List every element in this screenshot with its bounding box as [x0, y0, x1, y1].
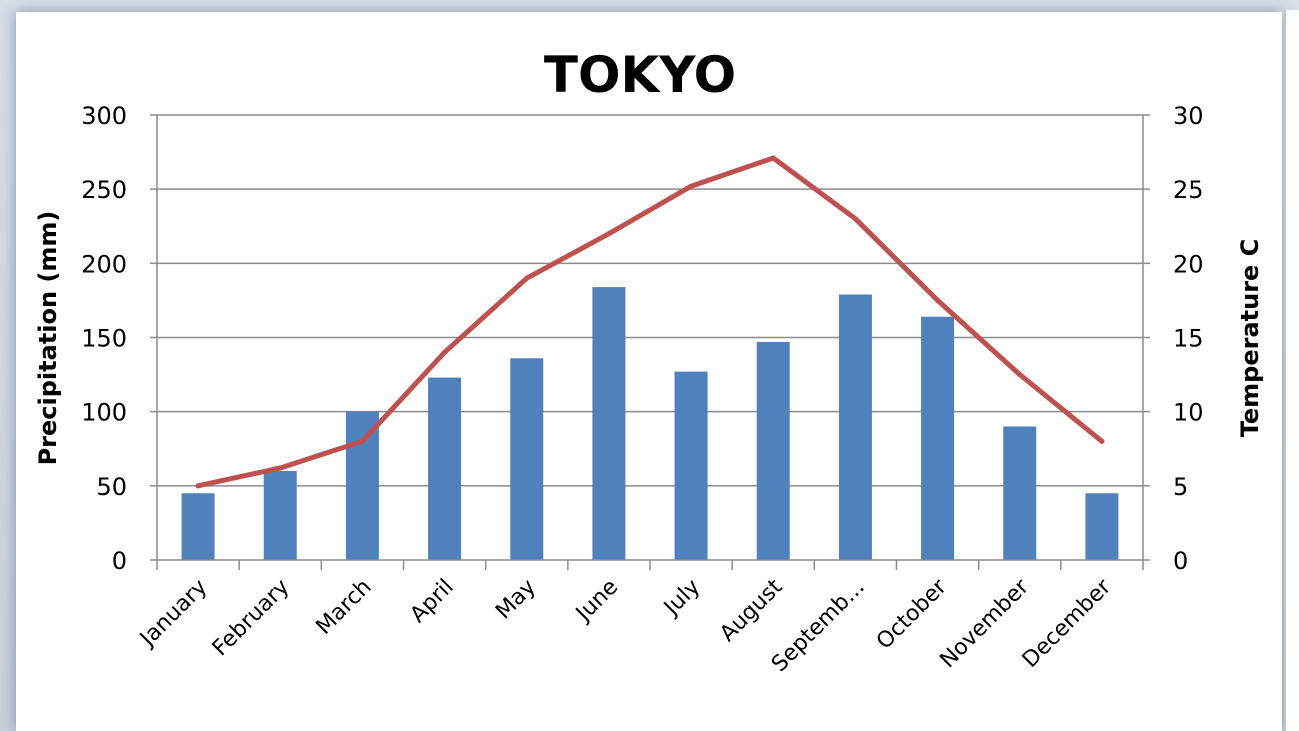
precipitation-bar [263, 471, 297, 560]
x-category-label: May [491, 575, 541, 625]
y-right-tick-label: 20 [1173, 250, 1204, 278]
temperature-point [606, 231, 612, 237]
y-right-tick-label: 0 [1173, 547, 1188, 575]
chart-panel [16, 12, 1282, 731]
y-left-tick-label: 250 [81, 176, 127, 204]
precipitation-bar [510, 358, 544, 560]
y-right-tick-label: 30 [1173, 102, 1204, 130]
precipitation-bar [1085, 493, 1119, 560]
temperature-point [524, 275, 530, 281]
precipitation-bar [838, 294, 872, 560]
gridlines [157, 114, 1143, 487]
temperature-line [195, 155, 1105, 489]
line-series [195, 155, 1105, 489]
precipitation-bar [674, 371, 708, 560]
precipitation-bar [345, 411, 379, 560]
x-category-label: June [570, 575, 623, 628]
axes [150, 114, 1150, 570]
temperature-point [1017, 372, 1023, 378]
window-edge [1284, 10, 1299, 731]
chart-title: TOKYO [544, 46, 736, 104]
y-left-tick-label: 300 [81, 102, 127, 130]
y-left-tick-label: 150 [81, 325, 127, 353]
x-category-label: August [715, 574, 787, 646]
temperature-point [1099, 438, 1105, 444]
temperature-point [359, 438, 365, 444]
precipitation-bar [1003, 426, 1037, 560]
y-axis-right-title: Temperature C [1236, 239, 1264, 438]
temperature-point [195, 483, 201, 489]
bar-series [181, 287, 1119, 560]
temperature-point [935, 297, 941, 303]
temperature-point [770, 155, 776, 161]
precipitation-bar [756, 341, 790, 560]
temperature-point [852, 216, 858, 222]
y-left-tick-label: 200 [81, 250, 127, 278]
temperature-point [688, 183, 694, 189]
y-axis-left-title: Precipitation (mm) [34, 211, 62, 466]
y-right-tick-label: 15 [1173, 325, 1204, 353]
x-category-label: July [658, 575, 705, 622]
x-category-label: December [1018, 574, 1117, 673]
y-right-tick-label: 25 [1173, 176, 1204, 204]
precipitation-bar [592, 287, 626, 560]
x-category-label: January [134, 575, 212, 653]
x-category-label: March [312, 575, 377, 640]
x-category-label: April [406, 575, 459, 628]
y-left-tick-label: 0 [112, 547, 127, 575]
temperature-point [442, 349, 448, 355]
precipitation-bar [181, 493, 215, 560]
y-left-tick-label: 100 [81, 399, 127, 427]
x-category-label: February [208, 575, 295, 662]
x-category-label: October [872, 574, 953, 655]
y-right-tick-label: 10 [1173, 399, 1204, 427]
precipitation-bar [921, 316, 955, 560]
y-right-tick-label: 5 [1173, 473, 1188, 501]
precipitation-bar [428, 377, 462, 560]
y-left-tick-label: 50 [96, 473, 127, 501]
temperature-point [277, 465, 283, 471]
